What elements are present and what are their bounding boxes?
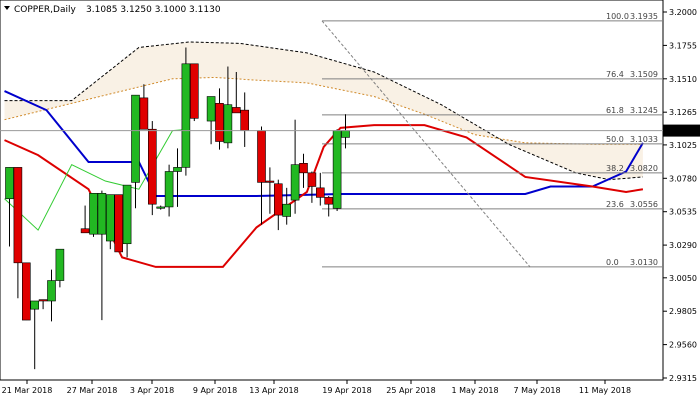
fibo-level-price: 3.1245 — [630, 106, 658, 115]
fibonacci-retracement: 100.0 3.1935 76.4 3.1509 61.8 3.1245 50.0 3.103… — [321, 12, 663, 268]
candle-bear — [299, 163, 308, 174]
x-axis: 21 Mar 2018 27 Mar 2018 3 Apr 2018 9 Apr 20… — [2, 380, 631, 395]
fibo-level-price: 3.1033 — [630, 135, 658, 144]
candle-bull — [47, 280, 56, 302]
candle-bear — [190, 63, 199, 119]
candle-bull — [30, 300, 40, 310]
candle-bear — [315, 187, 325, 198]
x-tick-label: 7 May 2018 — [513, 386, 560, 395]
candle-bull — [173, 167, 182, 172]
candle-bull — [290, 164, 300, 201]
candle-bull — [5, 167, 14, 200]
candle-bear — [139, 97, 149, 130]
candle-bull — [106, 194, 115, 242]
x-tick-label: 11 May 2018 — [579, 386, 631, 395]
y-axis: 3.2000 3.1755 3.1510 3.1265 3.1025 3.0780 3.05… — [663, 8, 697, 383]
candle-bull — [181, 63, 191, 168]
candle-bear — [114, 194, 123, 253]
candle-bull — [97, 192, 107, 235]
x-tick-label: 27 Mar 2018 — [67, 386, 118, 395]
candle-bull — [131, 94, 140, 183]
x-tick-label: 19 Apr 2018 — [322, 386, 371, 395]
candle-bear — [265, 180, 275, 183]
fibo-level-price: 3.1509 — [630, 70, 658, 79]
current-price-label: 3.1130 — [667, 127, 695, 136]
candle-bull — [156, 206, 165, 209]
candle-bear — [21, 262, 31, 321]
candle-bear — [38, 299, 48, 302]
x-tick-label: 25 Apr 2018 — [386, 386, 435, 395]
y-tick-label: 3.2000 — [669, 8, 697, 17]
fibo-level-label: 100.0 — [606, 12, 629, 21]
fibo-level-label: 61.8 — [606, 106, 624, 115]
current-price-box — [663, 124, 700, 137]
candle-bear — [13, 167, 23, 264]
x-tick-label: 21 Mar 2018 — [2, 386, 53, 395]
candle-bull — [282, 203, 292, 217]
x-tick-label: 13 Apr 2018 — [249, 386, 298, 395]
fibo-level-price: 3.1935 — [630, 12, 658, 21]
y-tick-label: 3.0290 — [669, 241, 697, 250]
y-tick-label: 2.9805 — [669, 307, 697, 316]
candle-bear — [240, 109, 249, 131]
candle-bull — [206, 96, 216, 122]
candle-bear — [324, 197, 334, 205]
chart-header: COPPER,Daily 3.1085 3.1250 3.1000 3.1130 — [4, 5, 221, 15]
candle-bear — [307, 172, 317, 187]
fibo-level-label: 38.2 — [606, 164, 624, 173]
y-tick-label: 2.9315 — [669, 374, 697, 383]
x-tick-label: 9 Apr 2018 — [193, 386, 237, 395]
candle-bear — [273, 183, 283, 216]
candle-bear — [148, 128, 157, 205]
senkou-span-a — [4, 76, 643, 145]
y-tick-label: 2.9560 — [669, 341, 697, 350]
fibo-level-price: 3.0556 — [630, 200, 658, 209]
x-tick-label: 1 May 2018 — [451, 386, 498, 395]
y-tick-label: 3.0050 — [669, 274, 697, 283]
y-tick-label: 3.1755 — [669, 41, 697, 50]
y-tick-label: 3.1265 — [669, 108, 697, 117]
candle-bull — [164, 171, 174, 208]
candle-bear — [232, 107, 241, 114]
candle-bull — [55, 248, 65, 281]
candle-bull — [223, 104, 233, 144]
candle-bull — [341, 130, 350, 138]
senkou-span-b — [4, 41, 643, 181]
ichimoku-cloud — [4, 41, 643, 181]
y-tick-label: 3.1510 — [669, 75, 697, 84]
x-tick-label: 3 Apr 2018 — [130, 386, 174, 395]
fibo-level-label: 0.0 — [606, 258, 619, 267]
candle-bear — [257, 130, 266, 183]
candle-bull — [332, 130, 342, 209]
y-tick-label: 3.1025 — [669, 141, 697, 150]
candle-bear — [215, 103, 224, 142]
symbol-label: COPPER,Daily — [14, 5, 76, 15]
fibo-level-label: 50.0 — [606, 135, 624, 144]
fibo-level-price: 3.0130 — [630, 258, 658, 267]
candle-bear — [80, 228, 90, 234]
y-tick-label: 3.0780 — [669, 174, 697, 183]
current-price: 3.1130 — [0, 124, 700, 137]
fibo-level-label: 23.6 — [606, 200, 624, 209]
fibo-level-price: 3.0820 — [630, 164, 658, 173]
fibo-level-label: 76.4 — [606, 70, 624, 79]
y-tick-label: 3.0535 — [669, 208, 697, 217]
triangle-down-icon — [4, 6, 10, 10]
candle-bull — [89, 192, 98, 235]
plot-frame — [0, 0, 664, 381]
candlesticks — [5, 47, 350, 370]
candle-bull — [122, 184, 132, 245]
cloud-fill — [4, 41, 643, 180]
ohlc-label: 3.1085 3.1250 3.1000 3.1130 — [86, 5, 221, 15]
